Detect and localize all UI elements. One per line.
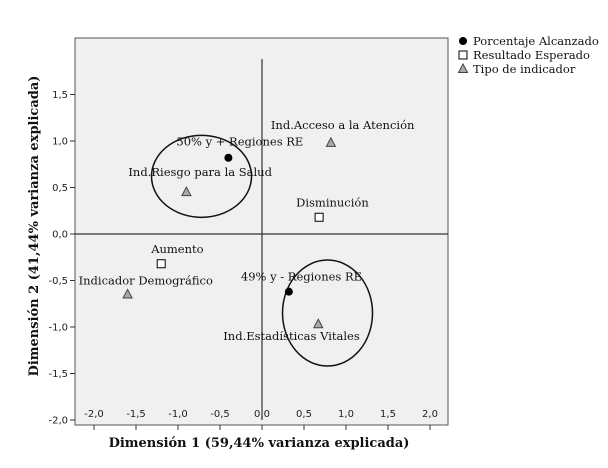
x-tick-label: 0,5 [296, 409, 312, 420]
cluster-circles [150, 134, 374, 367]
legend-marker [457, 62, 469, 73]
legend-marker [458, 50, 468, 60]
point-label: Indicador Demográfico [79, 273, 213, 287]
data-point [224, 153, 233, 162]
data-point [312, 318, 324, 329]
data-point [325, 136, 337, 147]
point-label: Ind.Acceso a la Atención [271, 118, 415, 132]
y-tick-label: -1,0 [48, 323, 68, 334]
point-label: Ind.Estadísticas Vitales [223, 329, 360, 343]
point-labels: 50% y + Regiones RE 49% y - Regiones RE Di… [79, 118, 415, 343]
data-point [181, 186, 192, 197]
data-point [122, 288, 133, 299]
cluster-circle-upper [150, 134, 253, 219]
point-label: Disminución [296, 195, 369, 209]
y-tick-label: -1,5 [48, 369, 68, 380]
reference-lines [75, 59, 448, 420]
x-tick-label: 0,0 [254, 409, 270, 420]
axis-ticks: -2,0 -1,5 -1,0 -0,5 0,0 0,5 1,0 1,5 2,0 1,5 1,0 0,5… [48, 90, 438, 430]
legend-label: Porcentaje Alcanzado [473, 34, 599, 48]
data-point [314, 212, 324, 222]
x-tick-label: 1,5 [380, 409, 396, 420]
y-tick-label: 1,0 [52, 137, 68, 148]
legend-label: Resultado Esperado [473, 48, 590, 62]
x-tick-label: -2,0 [84, 409, 104, 420]
legend-marker [459, 37, 467, 45]
point-label: Aumento [150, 242, 203, 256]
y-axis-title: Dimensión 2 (41,44% varianza explicada) [27, 76, 42, 377]
x-tick-label: 1,0 [338, 409, 354, 420]
x-tick-label: -1,5 [126, 409, 146, 420]
x-tick-label: -1,0 [168, 409, 188, 420]
y-tick-label: -0,5 [48, 276, 68, 287]
y-tick-label: 0,5 [52, 183, 68, 194]
cluster-circle-lower [281, 259, 374, 367]
legend-label: Tipo de indicador [473, 62, 576, 76]
x-tick-label: -0,5 [210, 409, 230, 420]
data-points [122, 136, 337, 329]
data-point [156, 259, 166, 269]
data-point [284, 287, 293, 296]
y-tick-label: 1,5 [52, 90, 68, 101]
x-tick-label: 2,0 [422, 409, 438, 420]
y-tick-label: 0,0 [52, 230, 68, 241]
point-label: 50% y + Regiones RE [176, 135, 303, 149]
point-label: 49% y - Regiones RE [241, 270, 362, 284]
point-label: Ind.Riesgo para la Salud [128, 165, 272, 179]
x-axis-title: Dimensión 1 (59,44% varianza explicada) [109, 436, 410, 451]
y-tick-label: -2,0 [48, 416, 68, 427]
